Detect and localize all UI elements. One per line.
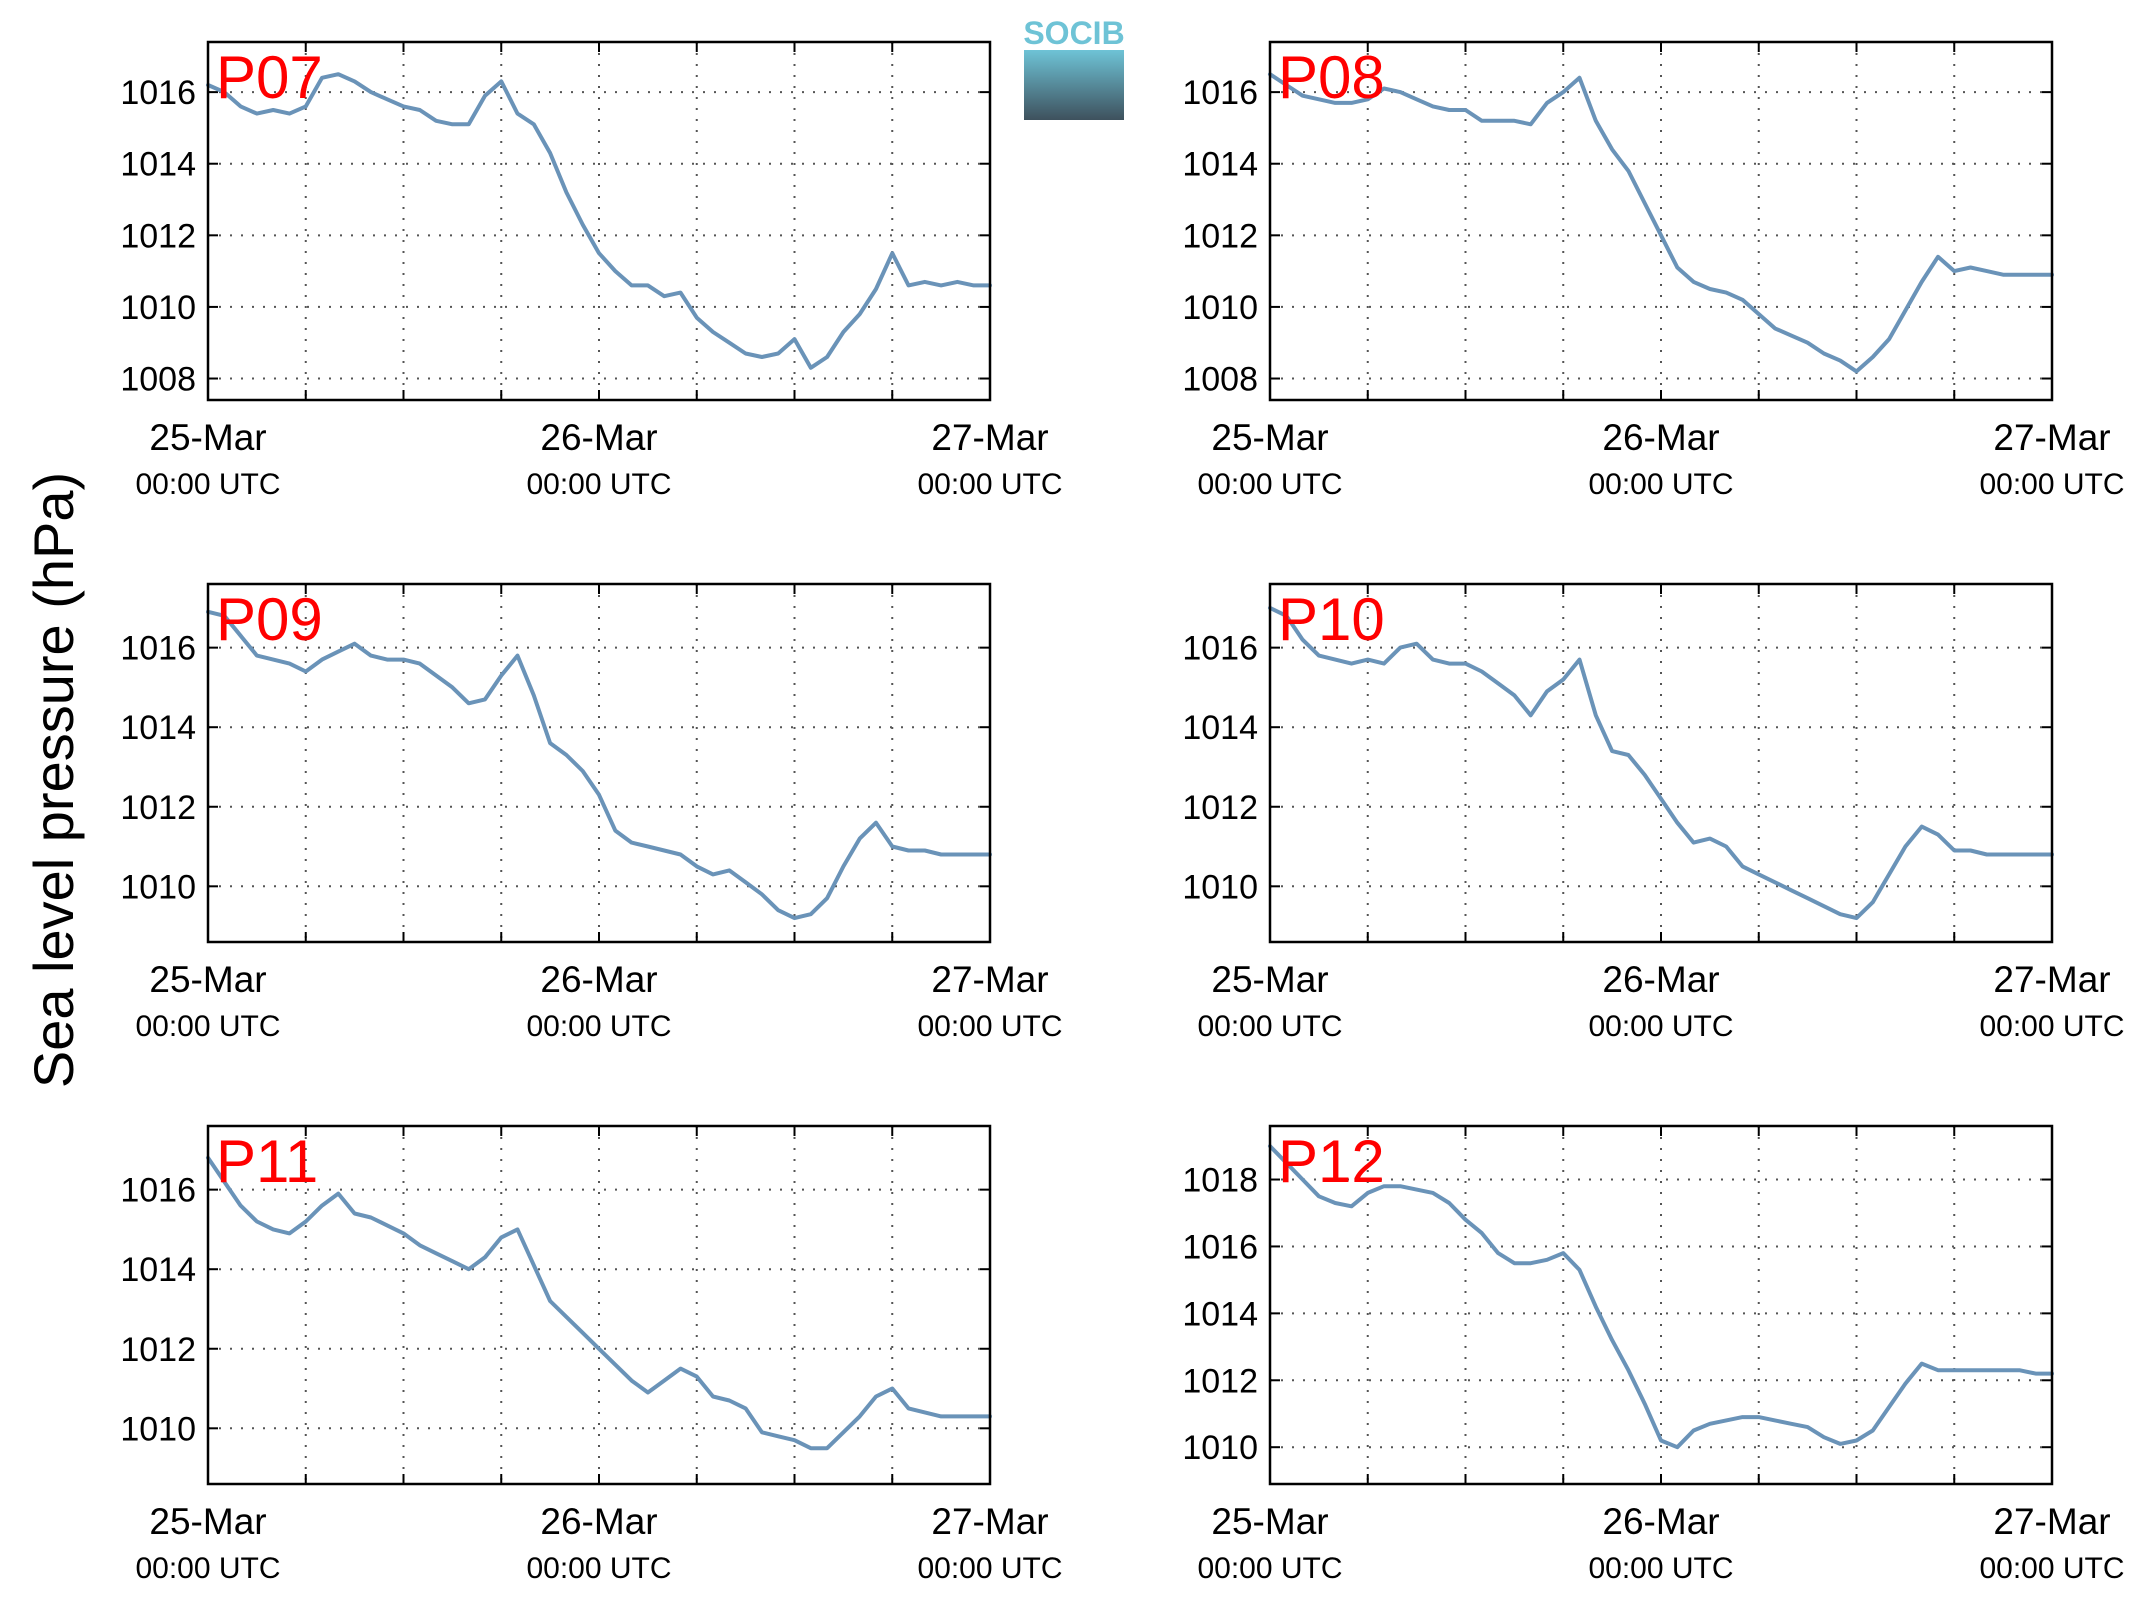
y-tick-label: 1010 [120,289,196,327]
axes-frame [1268,582,2054,944]
x-tick-date-label: 26-Mar [540,1501,657,1542]
x-tick-time-label: 00:00 UTC [526,468,671,501]
panel-p10: 1010 1012 1014 1016 25-Mar 00:00 UTC 26-Mar 00:… [1182,582,2125,1043]
x-tick-date-label: 25-Mar [1211,417,1328,458]
pressure-series-line [1268,605,2054,921]
x-tick-date-label: 25-Mar [1211,1501,1328,1542]
y-tick-label: 1016 [1182,74,1258,112]
axes-frame [1268,40,2054,402]
station-label: P07 [216,44,323,111]
x-tick-time-label: 00:00 UTC [1979,1552,2124,1585]
y-tick-label: 1010 [120,1410,196,1448]
x-tick-time-label: 00:00 UTC [1197,468,1342,501]
x-tick-date-label: 27-Mar [931,1501,1048,1542]
x-tick-time-label: 00:00 UTC [1588,1552,1733,1585]
x-tick-date-label: 27-Mar [1993,1501,2110,1542]
y-tick-label: 1012 [120,1331,196,1369]
y-tick-label: 1012 [120,217,196,255]
socib-logo-block [1024,50,1124,120]
x-tick-time-label: 00:00 UTC [917,1010,1062,1043]
x-tick-time-label: 00:00 UTC [135,1552,280,1585]
panel-p07: 1008 1010 1012 1014 1016 25-Mar 00:00 UTC 26-Ma… [120,40,1063,501]
axes-frame [1268,1124,2054,1486]
x-tick-date-label: 26-Mar [1602,959,1719,1000]
station-label: P11 [216,1128,318,1195]
x-tick-date-label: 26-Mar [1602,417,1719,458]
x-tick-time-label: 00:00 UTC [1197,1552,1342,1585]
y-tick-label: 1014 [120,709,196,747]
x-tick-date-label: 25-Mar [149,417,266,458]
pressure-series-line [1268,1144,2054,1450]
y-axis-label: Sea level pressure (hPa) [22,472,85,1088]
y-tick-label: 1012 [1182,217,1258,255]
y-tick-label: 1014 [120,146,196,184]
y-tick-label: 1012 [120,789,196,827]
x-tick-date-label: 25-Mar [1211,959,1328,1000]
pressure-series-line [206,1155,992,1451]
x-tick-time-label: 00:00 UTC [917,1552,1062,1585]
y-tick-label: 1012 [1182,1362,1258,1400]
x-tick-date-label: 27-Mar [1993,959,2110,1000]
x-tick-date-label: 26-Mar [1602,1501,1719,1542]
y-tick-label: 1016 [120,1172,196,1210]
x-tick-time-label: 00:00 UTC [526,1010,671,1043]
station-label: P09 [216,586,323,653]
panel-p11: 1010 1012 1014 1016 25-Mar 00:00 UTC 26-Mar 00:… [120,1124,1063,1585]
x-tick-date-label: 26-Mar [540,959,657,1000]
x-tick-date-label: 25-Mar [149,1501,266,1542]
x-tick-time-label: 00:00 UTC [1979,1010,2124,1043]
y-tick-label: 1016 [1182,1228,1258,1266]
x-tick-time-label: 00:00 UTC [526,1552,671,1585]
pressure-series-line [206,609,992,921]
y-tick-label: 1014 [1182,709,1258,747]
panel-p12: 1010 1012 1014 1016 1018 25-Mar 00:00 UTC 26-Ma… [1182,1124,2125,1585]
y-tick-label: 1012 [1182,789,1258,827]
socib-logo-text: SOCIB [1023,15,1124,51]
x-tick-time-label: 00:00 UTC [135,1010,280,1043]
socib-logo: SOCIB [1023,15,1125,120]
y-tick-label: 1016 [1182,630,1258,668]
x-tick-date-label: 25-Mar [149,959,266,1000]
x-tick-date-label: 27-Mar [931,417,1048,458]
chart-panels: 1008 1010 1012 1014 1016 25-Mar 00:00 UTC 26-Ma… [120,40,2125,1585]
axes-frame [206,1124,992,1486]
x-tick-date-label: 26-Mar [540,417,657,458]
station-label: P10 [1278,586,1385,653]
y-tick-label: 1010 [1182,289,1258,327]
x-tick-time-label: 00:00 UTC [1979,468,2124,501]
y-tick-label: 1018 [1182,1162,1258,1200]
x-tick-time-label: 00:00 UTC [1588,468,1733,501]
y-tick-label: 1008 [120,361,196,399]
x-tick-time-label: 00:00 UTC [1588,1010,1733,1043]
x-tick-time-label: 00:00 UTC [1197,1010,1342,1043]
y-tick-label: 1016 [120,630,196,668]
pressure-series-line [206,72,992,370]
y-tick-label: 1010 [1182,868,1258,906]
panel-p08: 1008 1010 1012 1014 1016 25-Mar 00:00 UTC 26-Ma… [1182,40,2125,501]
y-tick-label: 1014 [1182,1295,1258,1333]
panel-p09: 1010 1012 1014 1016 25-Mar 00:00 UTC 26-Mar 00:… [120,582,1063,1043]
x-tick-time-label: 00:00 UTC [917,468,1062,501]
y-tick-label: 1008 [1182,361,1258,399]
axes-frame [206,582,992,944]
station-label: P08 [1278,44,1385,111]
station-label: P12 [1278,1128,1385,1195]
axes-frame [206,40,992,402]
x-tick-time-label: 00:00 UTC [135,468,280,501]
x-tick-date-label: 27-Mar [931,959,1048,1000]
x-tick-date-label: 27-Mar [1993,417,2110,458]
y-tick-label: 1014 [120,1251,196,1289]
y-tick-label: 1010 [1182,1429,1258,1467]
y-tick-label: 1016 [120,74,196,112]
y-tick-label: 1014 [1182,146,1258,184]
y-tick-label: 1010 [120,868,196,906]
pressure-series-line [1268,72,2054,374]
